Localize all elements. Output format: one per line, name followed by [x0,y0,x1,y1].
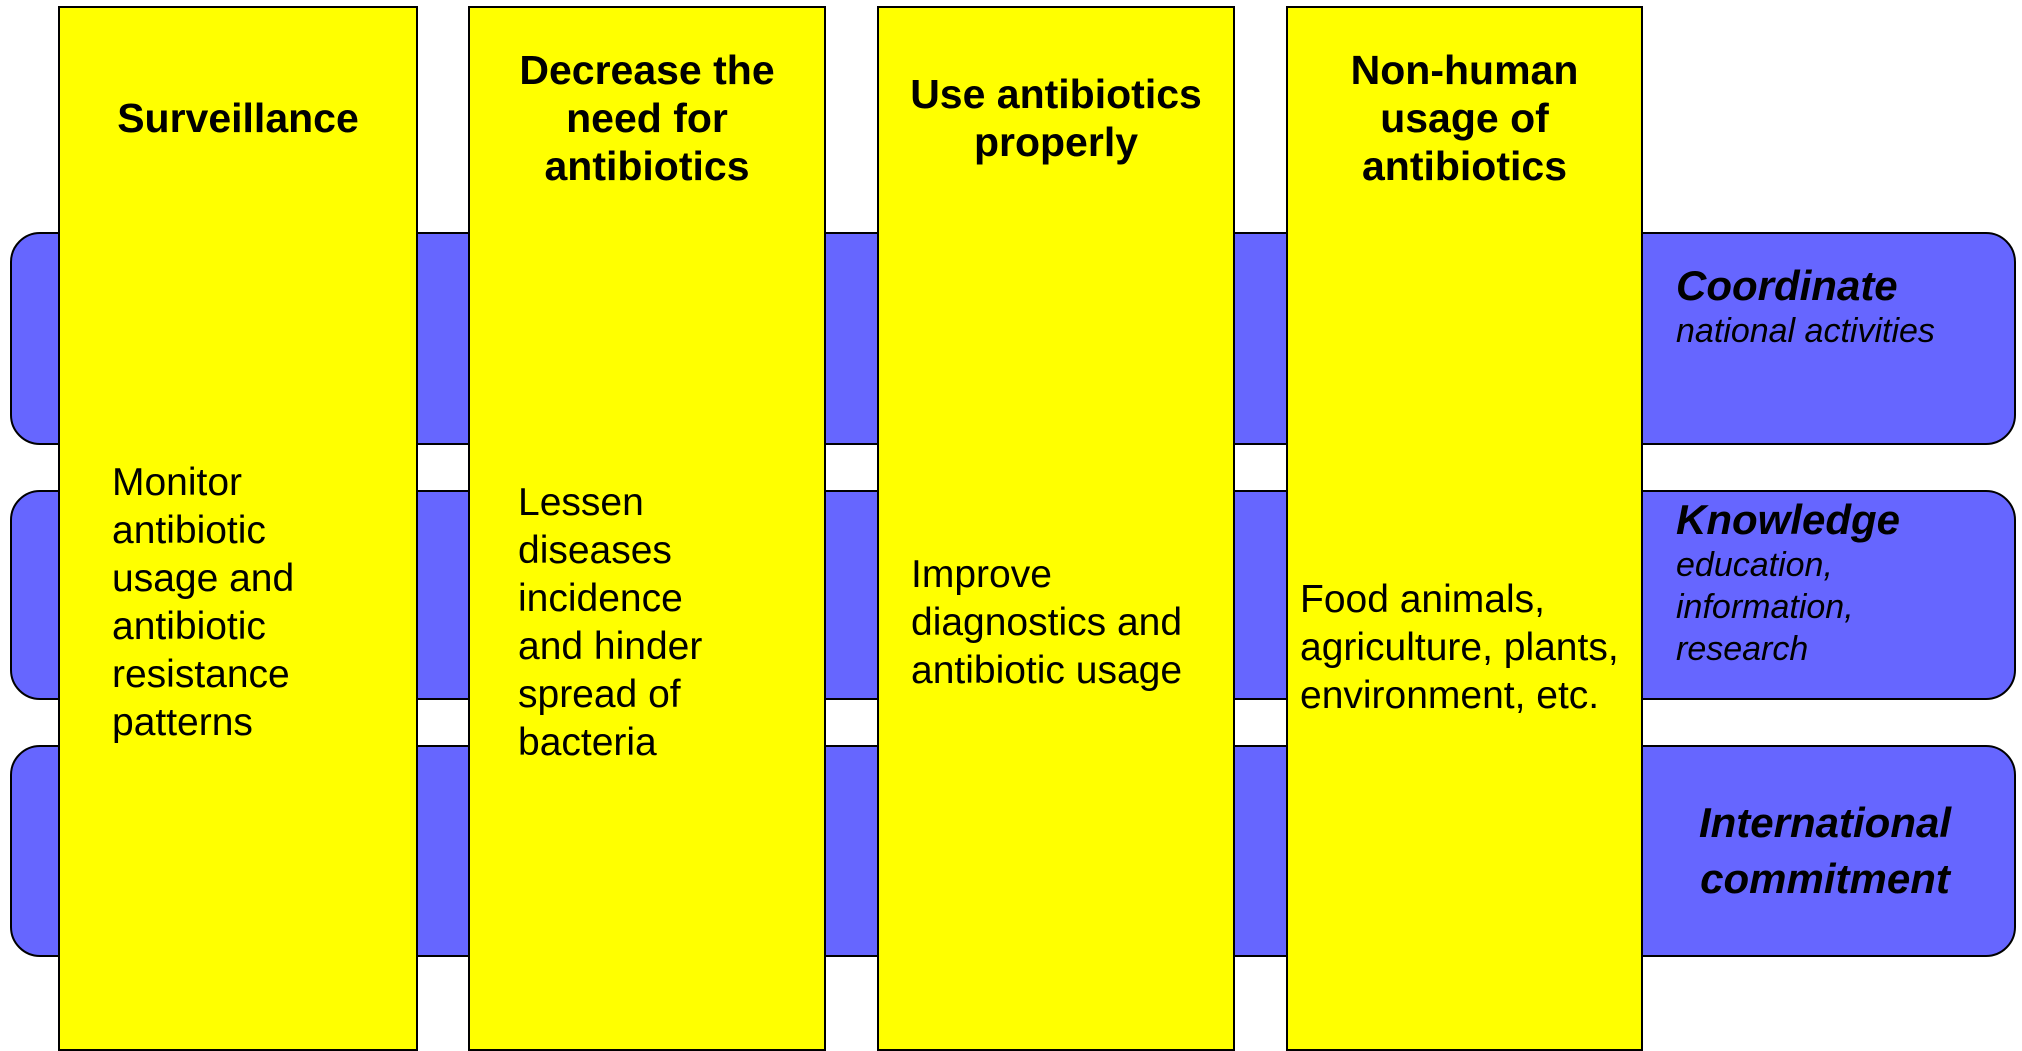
band-label: Knowledge education, information, resear… [1676,496,1916,670]
band-title: Knowledge [1676,496,1901,543]
column-body: Monitor antibiotic usage and antibiotic … [112,460,295,744]
column-body: Improve diagnostics and antibiotic usage [911,552,1183,692]
column: Non-human usage of antibiotics Food anim… [1286,6,1643,1051]
band-subtitle: education, information, research [1676,546,1854,668]
band-label: International commitment [1660,795,1990,907]
column-body: Lessen diseases incidence and hinder spr… [518,480,703,764]
column: Surveillance Monitor antibiotic usage an… [58,6,418,1051]
band-title: International commitment [1698,799,1952,902]
band-label: Coordinate national activities [1676,262,2006,352]
column: Use antibiotics properly Improve diagnos… [877,6,1235,1051]
column-title: Non-human usage of antibiotics [1350,47,1579,189]
column-title: Surveillance [117,95,359,141]
column-title: Decrease the need for antibiotics [519,47,775,189]
column-title: Use antibiotics properly [910,71,1202,165]
column-body: Food animals, agriculture, plants, envir… [1300,577,1619,717]
band-title: Coordinate [1676,262,1898,309]
band-subtitle: national activities [1676,312,1935,350]
column: Decrease the need for antibiotics Lessen… [468,6,826,1051]
